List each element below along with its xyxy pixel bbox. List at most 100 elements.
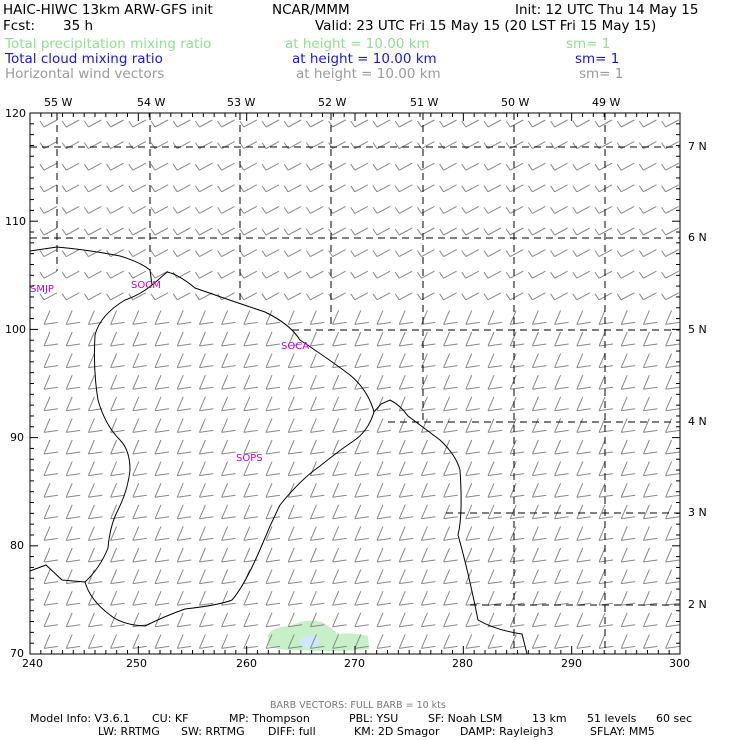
wind-barb bbox=[198, 418, 214, 433]
wind-barb bbox=[154, 375, 170, 390]
wind-barb bbox=[87, 331, 103, 347]
wind-barb bbox=[509, 461, 525, 477]
wind-barb bbox=[505, 184, 524, 193]
wind-barb bbox=[332, 375, 347, 390]
wind-barb bbox=[87, 634, 103, 649]
wind-barb bbox=[332, 634, 347, 649]
wind-barb bbox=[283, 141, 302, 150]
wind-barb bbox=[132, 634, 147, 649]
wind-barb bbox=[554, 331, 569, 347]
wind-barb bbox=[217, 270, 235, 279]
wind-barb bbox=[550, 162, 568, 171]
wind-barb bbox=[332, 569, 347, 585]
wind-barb bbox=[642, 547, 658, 563]
wind-barb bbox=[243, 418, 258, 433]
wind-barb bbox=[576, 418, 591, 433]
wind-barb bbox=[305, 270, 324, 279]
wind-barb bbox=[461, 162, 480, 171]
wind-barb bbox=[243, 396, 258, 412]
lat-label-6n: 6 N bbox=[688, 231, 707, 244]
wind-barb bbox=[243, 375, 258, 390]
wind-barb bbox=[376, 483, 392, 498]
wind-barb bbox=[665, 375, 680, 390]
wind-barb bbox=[350, 184, 369, 193]
field-wind-name: Horizontal wind vectors bbox=[5, 66, 165, 82]
organization-label: NCAR/MMM bbox=[272, 2, 350, 18]
wind-barb bbox=[443, 504, 458, 520]
wind-barb bbox=[261, 249, 280, 258]
wind-barb bbox=[239, 162, 258, 171]
wind-barb bbox=[243, 439, 258, 455]
x-tick-240: 240 bbox=[22, 657, 43, 670]
wind-barb bbox=[620, 331, 636, 347]
wind-barb bbox=[106, 119, 124, 128]
wind-barb bbox=[39, 184, 58, 193]
wind-barb bbox=[483, 292, 502, 301]
wind-barb bbox=[261, 184, 280, 193]
wind-barb bbox=[309, 504, 325, 520]
wind-barb bbox=[65, 439, 81, 455]
wind-barb bbox=[642, 396, 658, 412]
wind-barb bbox=[465, 591, 480, 606]
wind-barb bbox=[665, 526, 680, 541]
wind-barb bbox=[43, 396, 59, 412]
wind-barb bbox=[132, 396, 147, 412]
wind-barb bbox=[594, 162, 613, 171]
wind-barb bbox=[43, 569, 59, 585]
wind-barb bbox=[265, 418, 281, 433]
wind-barb bbox=[527, 270, 546, 279]
wind-barb bbox=[198, 375, 214, 390]
wind-barb bbox=[39, 227, 58, 236]
wind-barb bbox=[661, 162, 679, 171]
wind-barb bbox=[110, 634, 125, 649]
border-west bbox=[84, 284, 153, 583]
wind-barb bbox=[283, 205, 302, 214]
wind-barb bbox=[554, 375, 569, 390]
wind-barb bbox=[332, 504, 347, 520]
wind-barb bbox=[305, 227, 324, 236]
wind-barb bbox=[309, 547, 325, 563]
wind-barb bbox=[554, 418, 569, 433]
wind-barb bbox=[509, 396, 525, 412]
wind-barb bbox=[465, 439, 480, 455]
wind-barb bbox=[620, 375, 636, 390]
wind-barb bbox=[65, 634, 81, 649]
wind-barb bbox=[132, 331, 147, 347]
station-sops: SOPS bbox=[236, 453, 263, 464]
wind-barb bbox=[372, 227, 391, 236]
wind-barb bbox=[372, 162, 391, 171]
wind-barb bbox=[572, 141, 591, 150]
wind-barb bbox=[554, 396, 569, 412]
wind-barb bbox=[550, 292, 568, 301]
y-tick-100: 100 bbox=[5, 323, 26, 336]
wind-barb bbox=[620, 634, 636, 649]
wind-barb bbox=[398, 612, 414, 628]
wind-barb bbox=[305, 184, 324, 193]
wind-barb bbox=[554, 526, 569, 541]
wind-barb bbox=[128, 249, 147, 258]
wind-barb bbox=[594, 270, 613, 279]
wind-barb bbox=[154, 331, 170, 347]
wind-barb bbox=[416, 162, 435, 171]
wind-barb bbox=[487, 375, 503, 390]
wind-barb bbox=[572, 249, 591, 258]
wind-barb bbox=[43, 418, 59, 433]
wind-barb bbox=[420, 547, 436, 563]
wind-barb bbox=[172, 162, 191, 171]
wind-barb bbox=[198, 331, 214, 347]
wind-barb bbox=[106, 162, 124, 171]
wind-barb bbox=[483, 162, 502, 171]
wind-barb bbox=[43, 483, 59, 498]
wind-barb bbox=[354, 331, 369, 347]
wind-barb bbox=[554, 310, 569, 325]
wind-barb bbox=[43, 353, 59, 369]
wind-barb bbox=[420, 331, 436, 347]
wind-barb bbox=[309, 569, 325, 585]
wind-barb bbox=[420, 353, 436, 369]
wind-barb bbox=[176, 526, 192, 541]
wind-barb bbox=[376, 591, 392, 606]
x-tick-290: 290 bbox=[561, 657, 582, 670]
wind-barb bbox=[198, 310, 214, 325]
wind-barb bbox=[239, 227, 258, 236]
wind-barb bbox=[198, 353, 214, 369]
